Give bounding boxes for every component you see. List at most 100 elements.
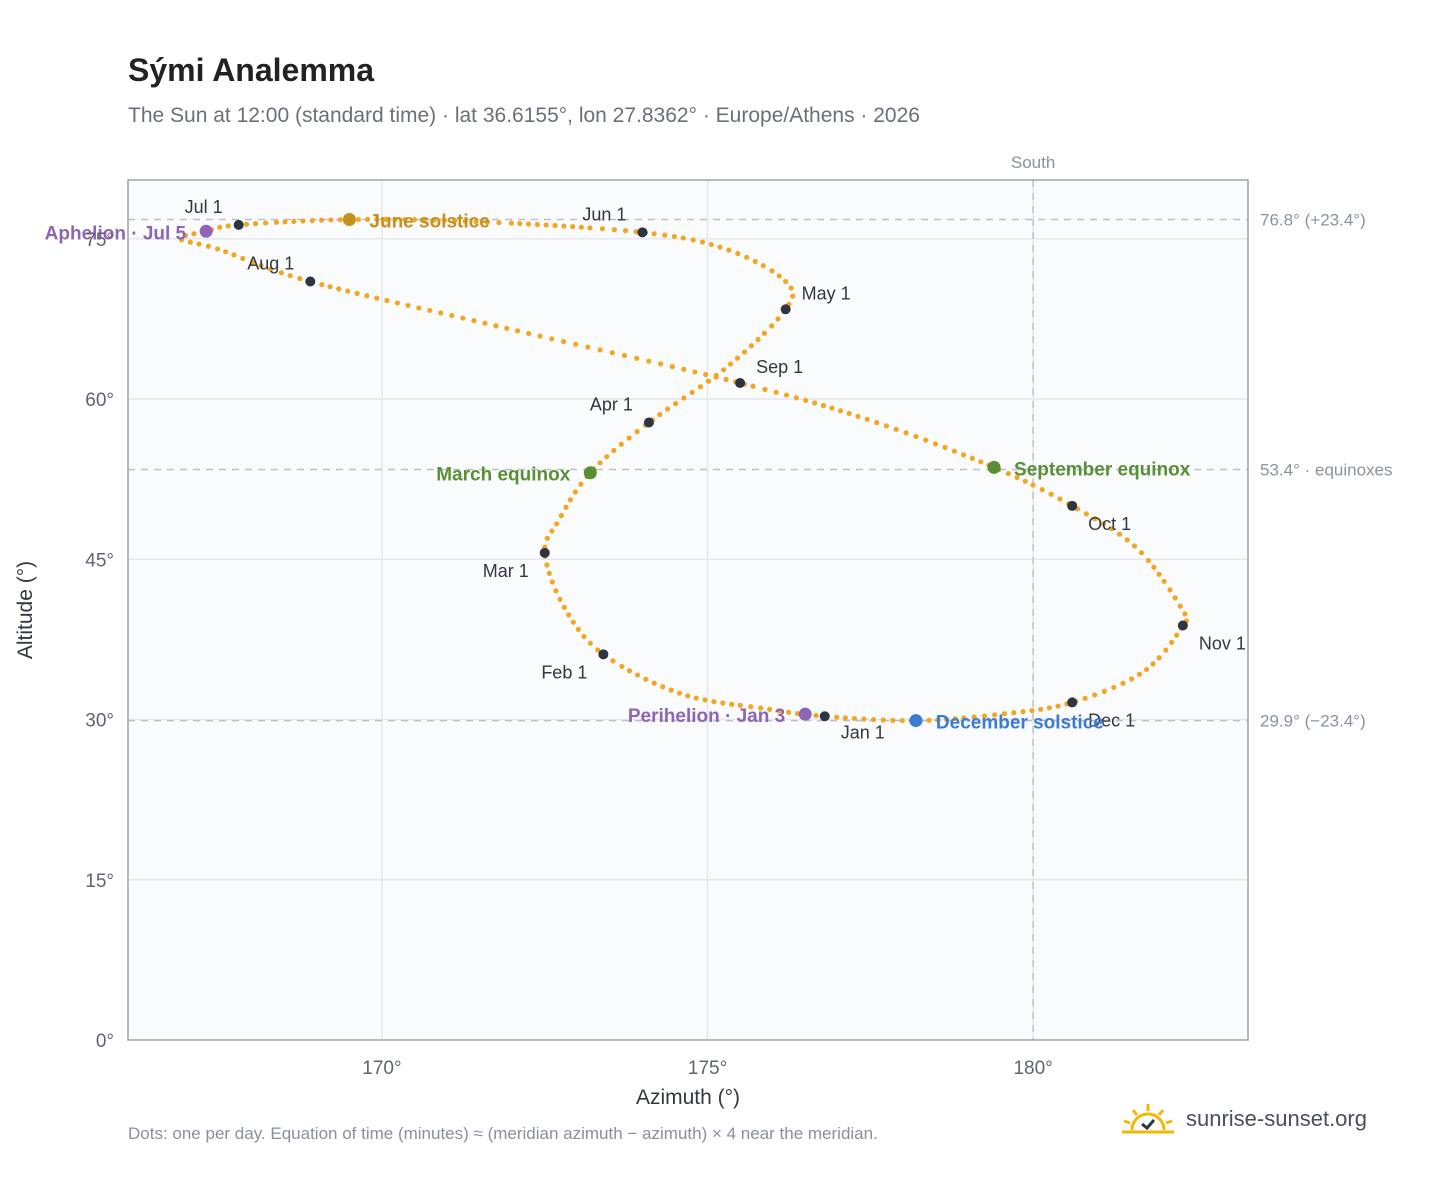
day-dot xyxy=(364,216,371,222)
day-dot xyxy=(319,217,325,223)
day-dot xyxy=(273,219,280,225)
month-label: Jan 1 xyxy=(841,722,885,742)
day-dot xyxy=(646,358,652,364)
month-marker xyxy=(780,304,791,315)
day-dot xyxy=(300,218,306,224)
day-dot xyxy=(383,216,389,222)
reference-lines: South 76.8° (+23.4°) 53.4° · equinoxes 29.9… xyxy=(128,153,1393,1040)
day-dot xyxy=(557,596,563,602)
day-dot xyxy=(243,221,250,227)
day-dot xyxy=(392,216,398,223)
day-dot xyxy=(345,288,351,294)
event-label: March equinox xyxy=(436,465,571,486)
day-dot xyxy=(1177,603,1183,609)
day-dot xyxy=(581,633,587,640)
day-dot xyxy=(1039,487,1045,493)
day-dot xyxy=(926,717,932,723)
month-marker xyxy=(1067,697,1078,708)
day-dot xyxy=(552,222,558,229)
day-dot xyxy=(496,219,502,226)
month-label: Dec 1 xyxy=(1088,710,1135,730)
day-dot xyxy=(427,307,433,314)
day-dot xyxy=(880,717,886,723)
day-dot xyxy=(935,717,941,723)
day-dot xyxy=(587,225,593,231)
day-dot xyxy=(783,392,790,398)
day-dot xyxy=(546,570,552,576)
day-dot xyxy=(942,444,948,451)
day-dot xyxy=(793,395,799,401)
month-marker xyxy=(637,227,648,238)
day-dot xyxy=(669,364,675,370)
month-marker xyxy=(643,417,654,428)
footnote: Dots: one per day. Equation of time (min… xyxy=(128,1124,878,1143)
day-dot xyxy=(597,347,603,353)
event-label: Perihelion · Jan 3 xyxy=(628,706,785,727)
month-marker xyxy=(598,649,609,660)
day-dot xyxy=(651,231,657,237)
plot-area xyxy=(128,180,1248,1040)
month-marker xyxy=(539,547,550,558)
event-label: September equinox xyxy=(1014,459,1191,480)
day-dot xyxy=(549,579,555,585)
day-dot xyxy=(354,290,360,297)
y-axis-label: Altitude (°) xyxy=(14,561,37,659)
day-dot xyxy=(1117,531,1123,537)
day-dot xyxy=(952,716,958,722)
reference-line-label: 76.8° (+23.4°) xyxy=(1260,211,1366,230)
brand-text[interactable]: sunrise-sunset.org xyxy=(1186,1106,1367,1131)
day-dot xyxy=(402,216,408,223)
day-dot xyxy=(1111,684,1117,691)
day-dot xyxy=(1083,511,1089,517)
day-dot xyxy=(309,217,315,224)
day-dot xyxy=(711,699,717,705)
event-label: December solstice xyxy=(936,713,1104,734)
day-dot xyxy=(664,406,671,412)
day-dot xyxy=(268,266,274,272)
day-dot xyxy=(416,305,422,311)
day-dot xyxy=(364,293,370,299)
day-dot xyxy=(431,217,437,223)
day-dot xyxy=(785,709,792,715)
day-dot xyxy=(182,232,189,239)
day-dot xyxy=(621,352,628,359)
day-dot xyxy=(508,220,514,226)
day-dot xyxy=(676,690,683,696)
day-dot xyxy=(252,221,259,227)
day-dot xyxy=(1138,550,1145,556)
day-dot xyxy=(870,716,877,723)
brand[interactable]: sunrise-sunset.org xyxy=(1120,1102,1367,1136)
day-dot xyxy=(971,714,977,720)
day-dot xyxy=(1150,661,1156,667)
y-tick-label: 45° xyxy=(85,550,114,571)
day-dot xyxy=(752,258,758,264)
day-dot xyxy=(1120,680,1126,686)
day-dot xyxy=(758,705,764,711)
day-dot xyxy=(1131,543,1138,549)
month-label: Aug 1 xyxy=(247,253,294,273)
day-dot xyxy=(611,227,617,233)
day-dot xyxy=(790,293,796,299)
day-dot xyxy=(788,285,794,291)
day-dot xyxy=(191,231,197,237)
event-marker xyxy=(987,460,1001,474)
month-label: Jun 1 xyxy=(582,204,626,224)
x-axis-label: Azimuth (°) xyxy=(636,1086,740,1109)
day-dot xyxy=(720,367,727,373)
day-dot xyxy=(1124,537,1130,543)
day-dot xyxy=(394,300,401,306)
day-dot xyxy=(776,708,782,714)
day-dot xyxy=(685,693,691,699)
day-dot xyxy=(327,284,333,290)
day-dot xyxy=(893,426,899,432)
day-dot xyxy=(604,454,610,460)
month-marker xyxy=(819,711,830,722)
day-dot xyxy=(899,717,905,724)
day-dot xyxy=(1109,526,1115,532)
month-label: Jul 1 xyxy=(185,197,223,217)
day-dot xyxy=(681,366,687,372)
day-dot xyxy=(634,672,641,678)
day-dot xyxy=(761,330,767,336)
day-dot xyxy=(278,270,284,276)
